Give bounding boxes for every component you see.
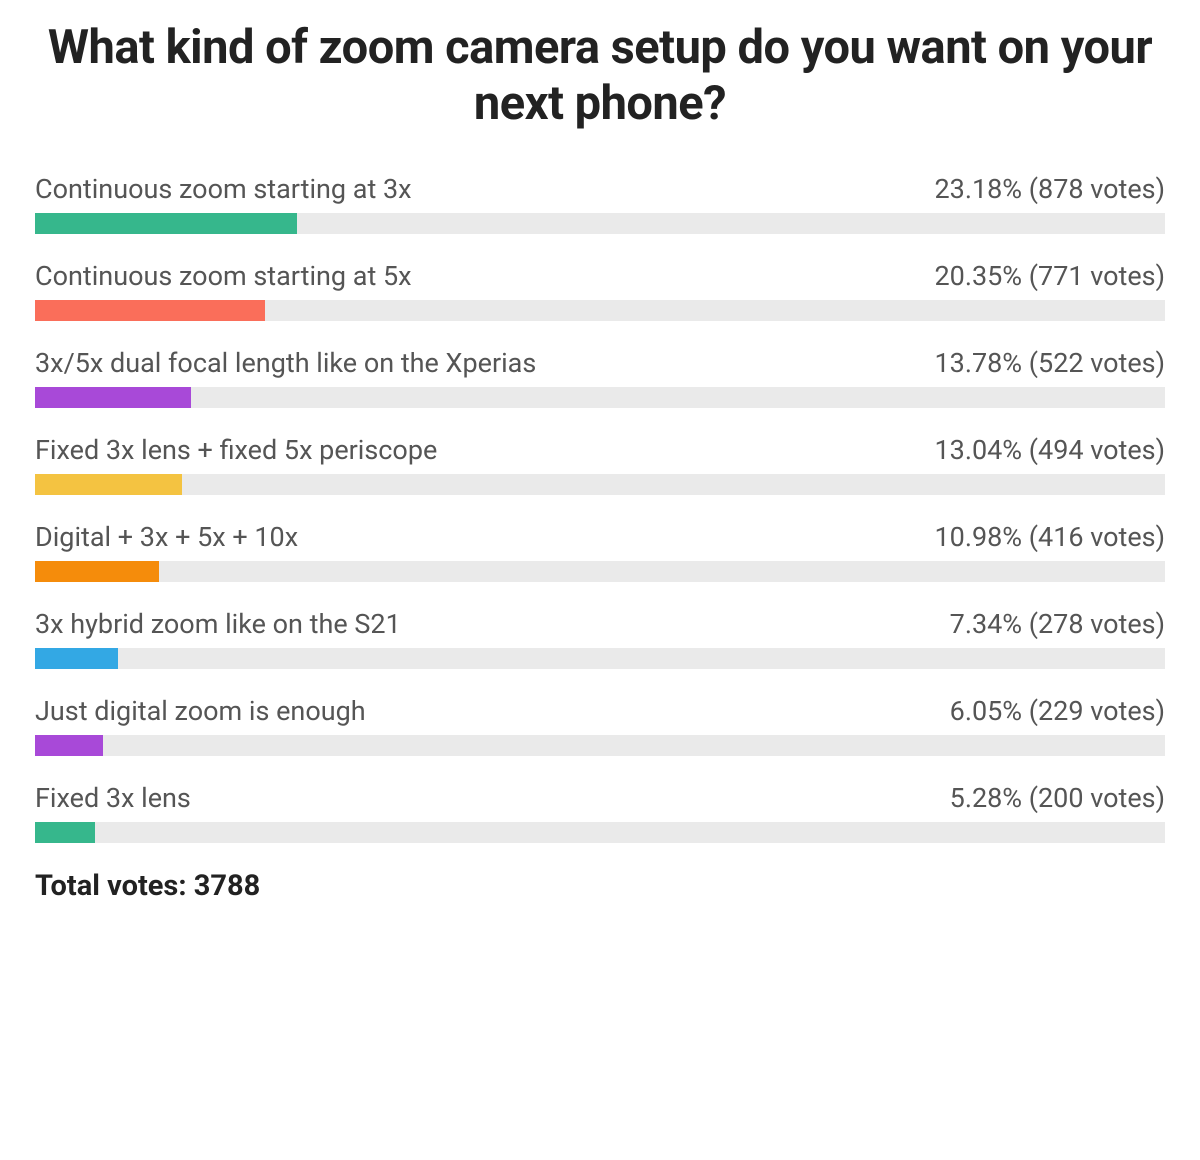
option-label: Digital + 3x + 5x + 10x: [35, 521, 298, 553]
option-stats: 7.34% (278 votes): [950, 608, 1165, 640]
bar-fill: [35, 300, 265, 321]
bar-track: [35, 735, 1165, 756]
poll-option: Fixed 3x lens 5.28% (200 votes): [35, 782, 1165, 843]
total-votes: Total votes: 3788: [35, 869, 1165, 903]
poll-option: 3x hybrid zoom like on the S21 7.34% (27…: [35, 608, 1165, 669]
bar-fill: [35, 387, 191, 408]
option-label: Just digital zoom is enough: [35, 695, 366, 727]
option-label: 3x hybrid zoom like on the S21: [35, 608, 401, 640]
option-label: Continuous zoom starting at 3x: [35, 173, 412, 205]
option-label: Continuous zoom starting at 5x: [35, 260, 412, 292]
bar-track: [35, 648, 1165, 669]
bar-fill: [35, 822, 95, 843]
option-label: Fixed 3x lens: [35, 782, 191, 814]
bar-track: [35, 561, 1165, 582]
option-header: Fixed 3x lens 5.28% (200 votes): [35, 782, 1165, 814]
bar-fill: [35, 213, 297, 234]
poll-title: What kind of zoom camera setup do you wa…: [35, 20, 1165, 133]
bar-track: [35, 387, 1165, 408]
option-header: Just digital zoom is enough 6.05% (229 v…: [35, 695, 1165, 727]
option-header: Fixed 3x lens + fixed 5x periscope 13.04…: [35, 434, 1165, 466]
bar-track: [35, 300, 1165, 321]
bar-track: [35, 474, 1165, 495]
total-label: Total votes:: [35, 869, 187, 903]
poll-option: Digital + 3x + 5x + 10x 10.98% (416 vote…: [35, 521, 1165, 582]
option-stats: 13.78% (522 votes): [934, 347, 1165, 379]
option-header: 3x/5x dual focal length like on the Xper…: [35, 347, 1165, 379]
poll-option: 3x/5x dual focal length like on the Xper…: [35, 347, 1165, 408]
bar-fill: [35, 735, 103, 756]
option-label: 3x/5x dual focal length like on the Xper…: [35, 347, 536, 379]
bar-track: [35, 822, 1165, 843]
option-stats: 20.35% (771 votes): [934, 260, 1165, 292]
total-count: 3788: [194, 869, 261, 903]
poll-options-list: Continuous zoom starting at 3x 23.18% (8…: [35, 173, 1165, 843]
bar-fill: [35, 561, 159, 582]
option-label: Fixed 3x lens + fixed 5x periscope: [35, 434, 437, 466]
option-stats: 5.28% (200 votes): [950, 782, 1165, 814]
bar-fill: [35, 648, 118, 669]
option-header: Continuous zoom starting at 5x 20.35% (7…: [35, 260, 1165, 292]
option-stats: 6.05% (229 votes): [950, 695, 1165, 727]
option-stats: 23.18% (878 votes): [934, 173, 1165, 205]
bar-track: [35, 213, 1165, 234]
poll-option: Fixed 3x lens + fixed 5x periscope 13.04…: [35, 434, 1165, 495]
poll-option: Continuous zoom starting at 3x 23.18% (8…: [35, 173, 1165, 234]
option-header: Continuous zoom starting at 3x 23.18% (8…: [35, 173, 1165, 205]
poll-option: Just digital zoom is enough 6.05% (229 v…: [35, 695, 1165, 756]
poll-option: Continuous zoom starting at 5x 20.35% (7…: [35, 260, 1165, 321]
option-header: Digital + 3x + 5x + 10x 10.98% (416 vote…: [35, 521, 1165, 553]
option-stats: 10.98% (416 votes): [934, 521, 1165, 553]
option-stats: 13.04% (494 votes): [934, 434, 1165, 466]
option-header: 3x hybrid zoom like on the S21 7.34% (27…: [35, 608, 1165, 640]
bar-fill: [35, 474, 182, 495]
